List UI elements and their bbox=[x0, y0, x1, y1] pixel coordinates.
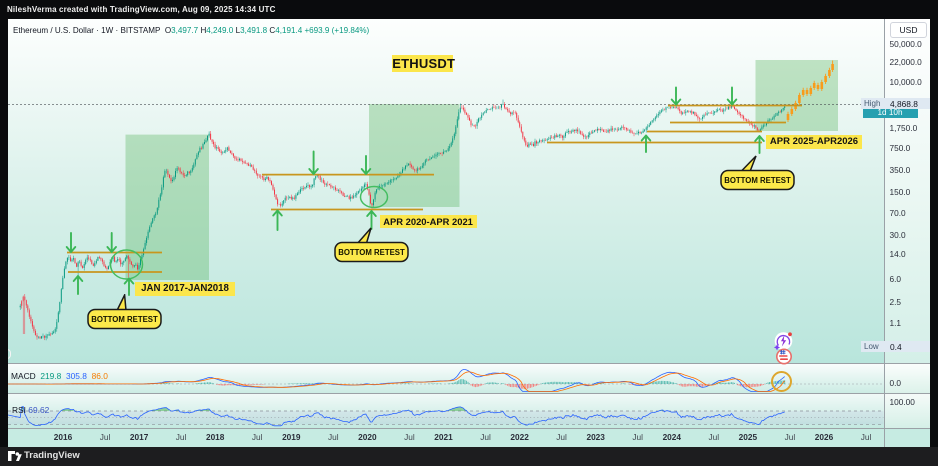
svg-text:BOTTOM RETEST: BOTTOM RETEST bbox=[91, 315, 158, 324]
svg-text:BOTTOM RETEST: BOTTOM RETEST bbox=[338, 248, 405, 257]
svg-text:BOTTOM RETEST: BOTTOM RETEST bbox=[724, 176, 791, 185]
